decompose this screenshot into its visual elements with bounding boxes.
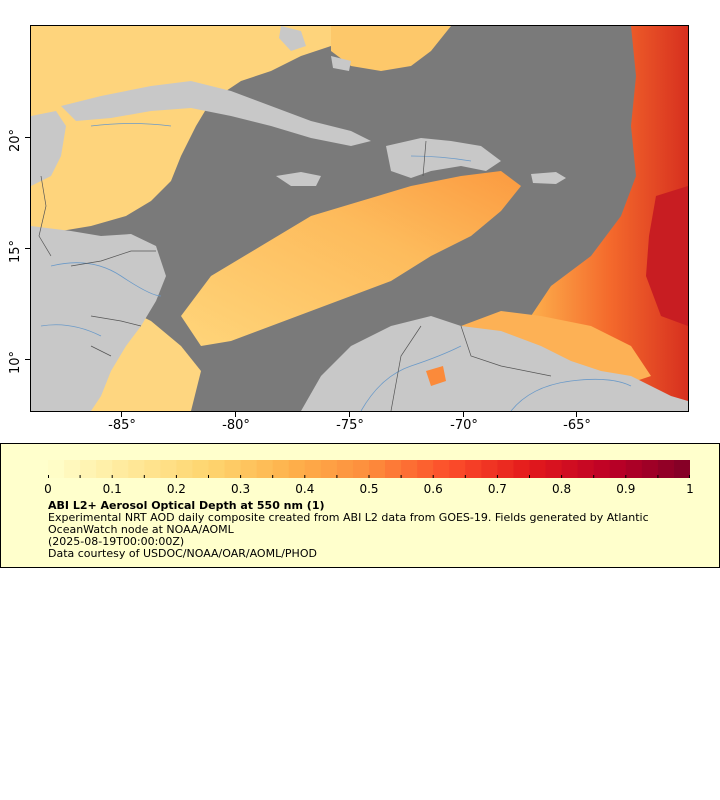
aod-field-east-peak xyxy=(646,186,688,326)
colorbar-step xyxy=(385,460,402,478)
x-tick-mark xyxy=(235,412,236,417)
colorbar-step xyxy=(369,460,386,478)
x-tick-mark xyxy=(349,412,350,417)
y-tick-label: 20° xyxy=(8,128,23,152)
colorbar-step xyxy=(80,460,97,478)
x-tick-label: -85° xyxy=(108,418,136,433)
colorbar-step xyxy=(465,460,482,478)
colorbar-step xyxy=(529,460,547,478)
country-borders xyxy=(38,140,552,411)
colorbar-step xyxy=(417,460,434,478)
colorbar-step xyxy=(112,460,129,478)
aod-field-coastal-patch xyxy=(426,366,446,386)
aod-map xyxy=(30,25,689,412)
colorbar-step xyxy=(625,460,643,478)
colorbar-label: 0.9 xyxy=(616,482,636,496)
colorbar-label: 0.4 xyxy=(295,482,315,496)
colorbar-step xyxy=(593,460,611,478)
colorbar-step xyxy=(577,460,595,478)
colorbar-step xyxy=(336,460,354,478)
colorbar-step xyxy=(641,460,659,478)
colorbar-step xyxy=(497,460,514,478)
land-cuba xyxy=(61,81,371,146)
colorbar-step xyxy=(144,460,161,478)
y-tick-mark xyxy=(25,137,30,138)
land-jamaica xyxy=(276,172,321,186)
x-tick-mark xyxy=(576,412,577,417)
colorbar-label: 0.2 xyxy=(166,482,186,496)
legend-credit: Data courtesy of USDOC/NOAA/OAR/AOML/PHO… xyxy=(48,547,317,560)
x-tick-label: -70° xyxy=(450,418,478,433)
y-tick-mark xyxy=(25,248,30,249)
y-tick-label: 10° xyxy=(8,350,23,374)
legend-description-cont: OceanWatch node at NOAA/AOML xyxy=(48,523,234,536)
y-tick-label: 15° xyxy=(8,239,23,263)
x-tick-label: -80° xyxy=(222,418,250,433)
colorbar-step xyxy=(160,460,177,478)
colorbar-step xyxy=(192,460,209,478)
colorbar-step xyxy=(433,460,450,478)
colorbar-step xyxy=(320,460,338,478)
colorbar-step xyxy=(240,460,258,478)
land-hispaniola xyxy=(386,138,501,178)
colorbar-step xyxy=(304,460,322,478)
legend-text: ABI L2+ Aerosol Optical Depth at 550 nm … xyxy=(48,500,688,560)
colorbar-step xyxy=(513,460,530,478)
colorbar-label: 0.7 xyxy=(487,482,507,496)
colorbar-step xyxy=(401,460,418,478)
aod-field-caribbean-plume xyxy=(181,171,521,346)
colorbar-step xyxy=(128,460,145,478)
x-tick-mark xyxy=(121,412,122,417)
colorbar-label: 0.3 xyxy=(231,482,251,496)
land-puerto-rico xyxy=(531,172,566,184)
colorbar-step xyxy=(449,460,466,478)
colorbar-label: 1 xyxy=(686,482,694,496)
aod-field-east-atlantic xyxy=(531,26,688,411)
colorbar-step xyxy=(48,460,65,478)
aod-field-northwest xyxy=(31,26,341,236)
legend-title: ABI L2+ Aerosol Optical Depth at 550 nm … xyxy=(48,499,325,512)
colorbar-label: 0.5 xyxy=(359,482,379,496)
colorbar-label: 0 xyxy=(44,482,52,496)
land-bahamas xyxy=(279,26,351,71)
colorbar-step xyxy=(657,460,675,478)
colorbar-step xyxy=(288,460,306,478)
colorbar-label: 0.1 xyxy=(102,482,122,496)
colorbar-step xyxy=(176,460,193,478)
colorbar-step xyxy=(481,460,498,478)
colorbar-step xyxy=(208,460,226,478)
land-central-america xyxy=(31,226,166,411)
colorbar-step xyxy=(64,460,81,478)
colorbar-step xyxy=(224,460,242,478)
colorbar-gradient xyxy=(48,460,690,478)
colorbar xyxy=(48,460,690,478)
x-tick-label: -75° xyxy=(336,418,364,433)
colorbar-step xyxy=(545,460,563,478)
land-yucatan xyxy=(31,111,66,186)
x-tick-mark xyxy=(463,412,464,417)
legend-panel: 0 0.1 0.2 0.3 0.4 0.5 0.6 0.7 0.8 0.9 1 ABI L2+ Ae… xyxy=(0,443,720,568)
aod-field-north-central xyxy=(331,26,451,71)
rivers xyxy=(40,123,632,411)
colorbar-step xyxy=(561,460,579,478)
legend-description: Experimental NRT AOD daily composite cre… xyxy=(48,511,649,524)
aod-map-canvas xyxy=(31,26,688,411)
colorbar-step xyxy=(272,460,290,478)
x-tick-label: -65° xyxy=(563,418,591,433)
colorbar-label: 0.8 xyxy=(552,482,572,496)
colorbar-step xyxy=(256,460,274,478)
colorbar-step xyxy=(609,460,627,478)
y-tick-mark xyxy=(25,359,30,360)
colorbar-step xyxy=(96,460,113,478)
colorbar-step xyxy=(352,460,370,478)
colorbar-step xyxy=(673,460,690,478)
aod-field-southeast xyxy=(461,311,651,386)
legend-date: (2025-08-19T00:00:00Z) xyxy=(48,535,185,548)
colorbar-label: 0.6 xyxy=(423,482,443,496)
